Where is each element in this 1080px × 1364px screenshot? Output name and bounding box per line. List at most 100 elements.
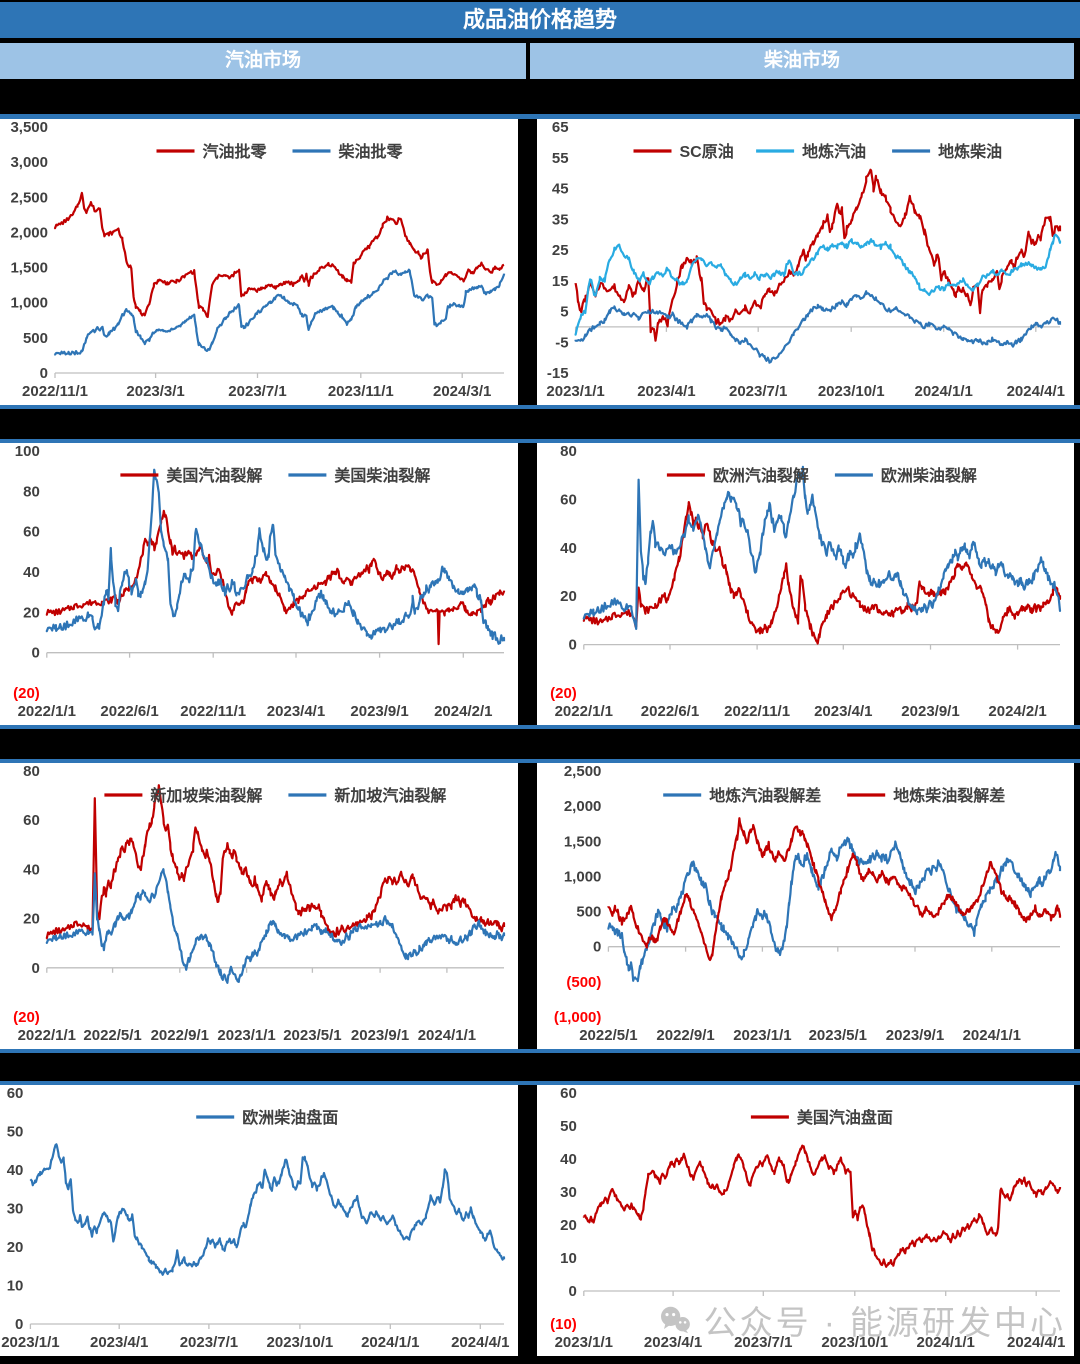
svg-text:5: 5	[560, 304, 568, 321]
svg-text:2022/9/1: 2022/9/1	[151, 1027, 209, 1044]
svg-text:2023/4/1: 2023/4/1	[814, 703, 872, 720]
column-divider	[518, 119, 537, 405]
series-line	[29, 1143, 506, 1276]
svg-text:(1,000): (1,000)	[554, 1009, 602, 1026]
separator-bar	[0, 759, 1080, 763]
svg-text:(20): (20)	[13, 1009, 40, 1026]
svg-text:2023/1/1: 2023/1/1	[555, 1334, 613, 1351]
svg-text:80: 80	[23, 483, 40, 500]
svg-text:80: 80	[23, 763, 40, 780]
svg-text:2023/1/1: 2023/1/1	[1, 1334, 59, 1351]
svg-text:2023/7/1: 2023/7/1	[734, 1334, 792, 1351]
redacted-chart-title-bar	[0, 729, 1080, 759]
chart-sc-crude-refinery-products: -15 -5 5 15 25 35 45 55 65 2023/1/1 2023/4/1 2023/7…	[537, 119, 1074, 405]
svg-text:地炼柴油裂解差: 地炼柴油裂解差	[893, 786, 1005, 805]
page-title: 成品油价格趋势	[0, 2, 1080, 38]
svg-text:20: 20	[23, 604, 40, 621]
wechat-icon	[661, 1306, 690, 1334]
legend: SC原油 地炼汽油 地炼柴油	[633, 142, 1002, 161]
svg-text:1,000: 1,000	[564, 868, 602, 885]
svg-text:2022/11/1: 2022/11/1	[724, 703, 790, 720]
svg-text:30: 30	[7, 1201, 24, 1218]
svg-text:3,500: 3,500	[10, 119, 48, 136]
svg-text:2023/11/1: 2023/11/1	[328, 383, 394, 400]
svg-text:60: 60	[560, 1085, 577, 1102]
chart-refinery-crack-diff: (1,000) (500) 0 500 1,000 1,500 2,000 2,500 2022…	[537, 763, 1074, 1049]
column-header-row: 汽油市场 柴油市场	[0, 43, 1080, 79]
x-axis-labels: 2022/5/1 2022/9/1 2023/1/1 2023/5/1 2023/9/1…	[579, 1027, 1021, 1044]
svg-text:2022/6/1: 2022/6/1	[641, 703, 699, 720]
x-axis-labels: 2022/1/1 2022/6/1 2022/11/1 2023/4/1 2023/9/…	[18, 703, 493, 720]
bottom-border	[0, 1356, 1080, 1364]
svg-text:2022/5/1: 2022/5/1	[83, 1027, 141, 1044]
svg-text:2024/2/1: 2024/2/1	[988, 703, 1046, 720]
legend: 美国汽油裂解 美国柴油裂解	[120, 466, 430, 485]
legend: 新加坡柴油裂解 新加坡汽油裂解	[104, 786, 446, 805]
svg-text:25: 25	[552, 242, 569, 259]
svg-text:2,500: 2,500	[10, 189, 48, 206]
watermark: 公众号 · 能源研发中心	[658, 1294, 1066, 1346]
svg-text:2024/2/1: 2024/2/1	[434, 703, 492, 720]
legend: 欧洲柴油盘面	[196, 1108, 338, 1127]
series-line	[574, 233, 1062, 336]
y-axis-labels: -15 -5 5 15 25 35 45 55 65	[547, 119, 569, 382]
svg-text:0: 0	[15, 1316, 23, 1333]
right-border	[1074, 1085, 1080, 1356]
right-border	[1074, 43, 1080, 79]
svg-text:欧洲柴油裂解: 欧洲柴油裂解	[881, 466, 977, 485]
svg-text:0: 0	[31, 645, 39, 662]
svg-text:2023/7/1: 2023/7/1	[228, 383, 286, 400]
x-axis	[29, 1323, 504, 1329]
svg-text:新加坡汽油裂解: 新加坡汽油裂解	[334, 786, 446, 805]
chart-row-4: 0 10 20 30 40 50 60 2023/1/1 2023/4/1 2023/7/1 202…	[0, 1085, 1080, 1356]
svg-text:35: 35	[552, 211, 569, 228]
svg-text:(20): (20)	[550, 685, 577, 702]
svg-text:40: 40	[560, 1151, 577, 1168]
x-axis	[607, 946, 1060, 952]
separator-bar	[0, 114, 1080, 119]
svg-text:2024/1/1: 2024/1/1	[361, 1334, 419, 1351]
svg-text:40: 40	[7, 1162, 24, 1179]
svg-text:2023/4/1: 2023/4/1	[644, 1334, 702, 1351]
svg-text:柴油批零: 柴油批零	[338, 142, 404, 161]
svg-text:0: 0	[40, 365, 48, 382]
y-axis-labels: 0 10 20 30 40 50 60	[7, 1085, 24, 1333]
column-divider	[518, 443, 537, 725]
x-axis	[583, 643, 1060, 650]
svg-text:2024/4/1: 2024/4/1	[1007, 383, 1065, 400]
chart-us-crack-spreads: (20) 0 20 40 60 80 100 2022/1/1 2022/6/1 2022/11/…	[0, 443, 518, 725]
series-line	[45, 468, 506, 645]
series-line	[574, 290, 1062, 364]
svg-text:2023/10/1: 2023/10/1	[821, 1334, 888, 1351]
svg-text:80: 80	[560, 443, 577, 460]
svg-text:20: 20	[560, 1217, 577, 1234]
x-axis-labels: 2022/1/1 2022/6/1 2022/11/1 2023/4/1 2023/9/…	[555, 703, 1047, 720]
chart-gasoline-wholesale-retail-spread: 0 500 1,000 1,500 2,000 2,500 3,000 3,500 2022/1…	[0, 119, 518, 405]
right-border	[1074, 763, 1080, 1049]
svg-text:100: 100	[15, 443, 40, 460]
svg-text:60: 60	[560, 491, 577, 508]
separator-bar	[0, 725, 1080, 729]
series-line	[582, 465, 1062, 630]
x-axis	[583, 1290, 1060, 1296]
svg-text:2023/9/1: 2023/9/1	[901, 703, 959, 720]
svg-text:2,500: 2,500	[564, 763, 602, 780]
svg-text:1,000: 1,000	[10, 295, 48, 312]
svg-text:2023/4/1: 2023/4/1	[267, 703, 325, 720]
svg-text:1,500: 1,500	[564, 833, 602, 850]
svg-text:15: 15	[552, 273, 569, 290]
svg-text:2,000: 2,000	[564, 798, 602, 815]
svg-text:2023/9/1: 2023/9/1	[350, 703, 408, 720]
svg-text:汽油批零: 汽油批零	[203, 142, 268, 161]
svg-text:0: 0	[568, 1283, 576, 1300]
svg-text:0: 0	[31, 960, 39, 977]
svg-text:2023/10/1: 2023/10/1	[267, 1334, 334, 1351]
x-axis	[574, 326, 1060, 332]
x-axis-labels: 2023/1/1 2023/4/1 2023/7/1 2023/10/1 2024/1/…	[555, 1334, 1066, 1351]
column-divider	[526, 43, 530, 79]
watermark-text: 公众号 · 能源研发中心	[703, 1304, 1066, 1341]
redacted-chart-title-bar	[0, 79, 1080, 114]
x-axis-labels: 2022/1/1 2022/5/1 2022/9/1 2023/1/1 2023/5/1…	[18, 1027, 476, 1044]
separator-bar	[0, 1049, 1080, 1053]
